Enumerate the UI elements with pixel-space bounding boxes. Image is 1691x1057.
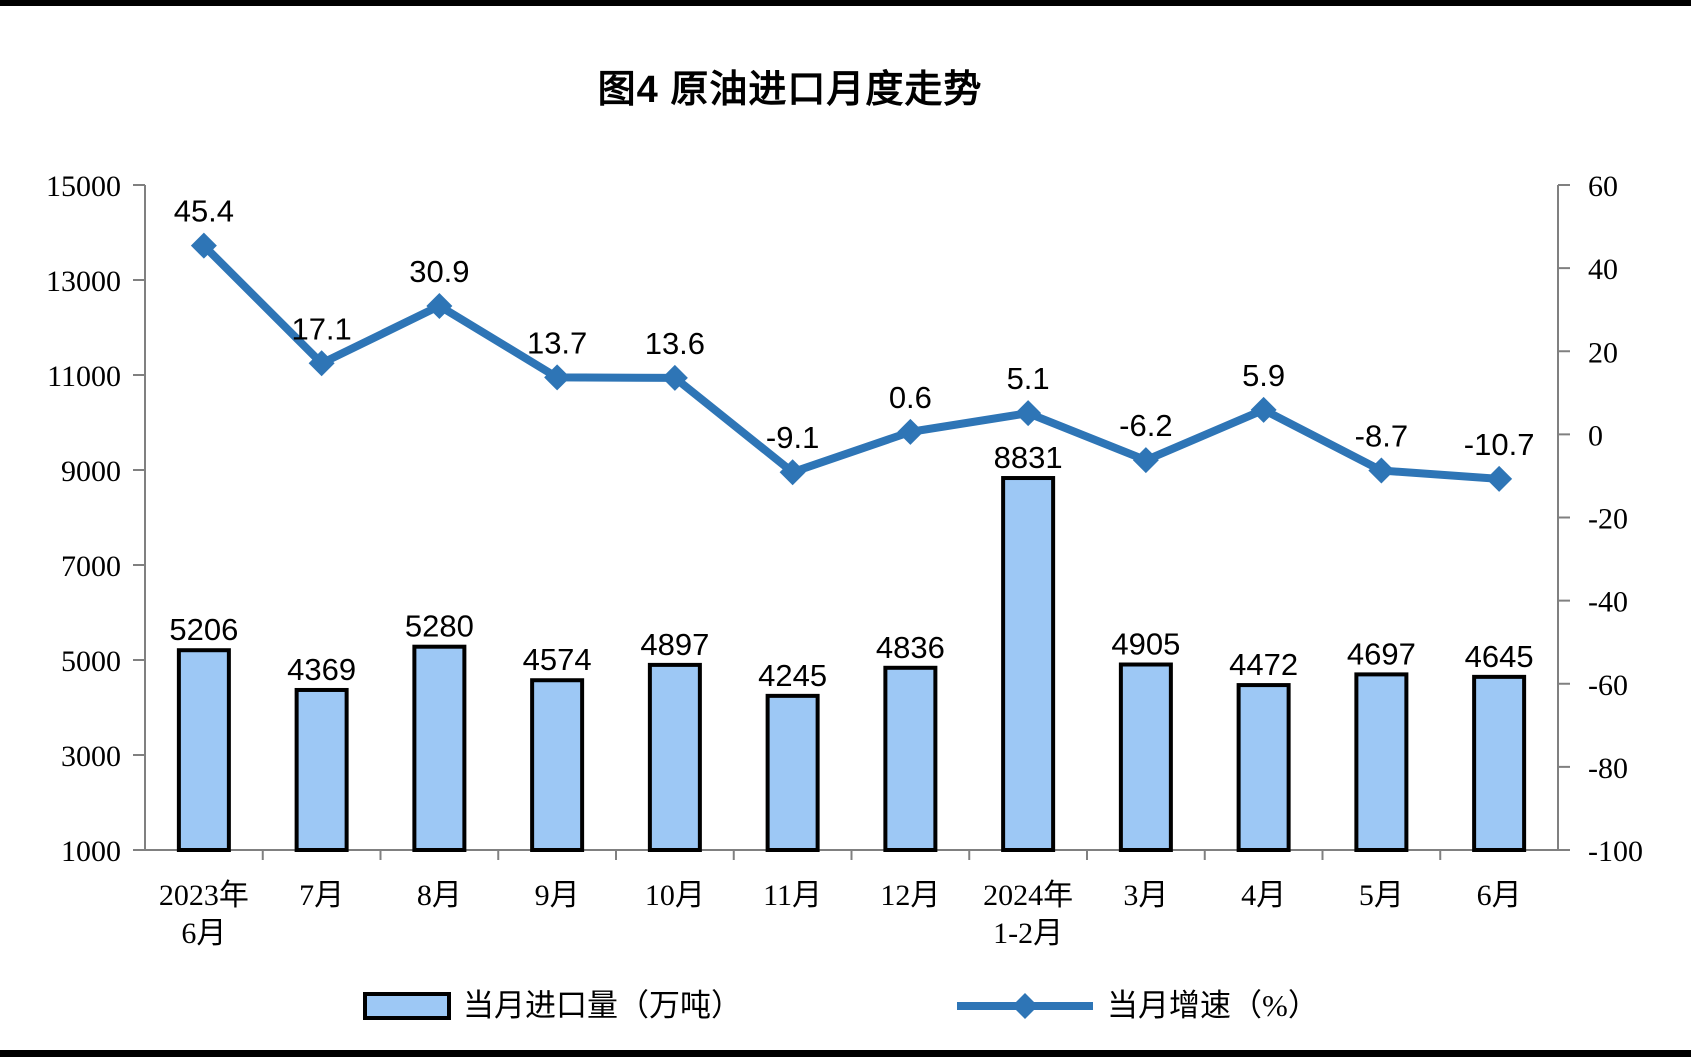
growth-value-label: 17.1 bbox=[291, 311, 351, 346]
import-volume-bar bbox=[647, 662, 702, 853]
import-volume-bar bbox=[765, 693, 820, 852]
bar-value-label: 4472 bbox=[1229, 647, 1298, 682]
chart-title: 图4 原油进口月度走势 bbox=[597, 69, 983, 111]
left-axis-tick-label: 11000 bbox=[47, 360, 121, 393]
right-axis-tick-label: -60 bbox=[1588, 669, 1628, 702]
growth-value-label: 45.4 bbox=[174, 194, 234, 229]
growth-line-marker-icon bbox=[1486, 465, 1513, 492]
import-volume-bar bbox=[1001, 476, 1056, 852]
x-axis-category-label: 6月 bbox=[181, 917, 226, 950]
growth-line-marker-icon bbox=[426, 292, 453, 319]
growth-value-label: -8.7 bbox=[1355, 419, 1408, 454]
import-volume-bar bbox=[883, 665, 938, 852]
x-axis-category-label: 10月 bbox=[645, 879, 705, 912]
right-axis-tick-label: -80 bbox=[1588, 752, 1628, 785]
import-volume-bar bbox=[530, 678, 585, 852]
growth-line-marker-icon bbox=[308, 350, 335, 377]
legend-bar-label: 当月进口量（万吨） bbox=[463, 988, 742, 1023]
bar-value-label: 4245 bbox=[758, 658, 827, 693]
growth-value-label: 13.6 bbox=[645, 326, 705, 361]
x-axis-category-label: 8月 bbox=[417, 879, 462, 912]
x-axis-category-label: 9月 bbox=[535, 879, 580, 912]
bar-value-label: 5280 bbox=[405, 609, 474, 644]
left-axis-tick-label: 5000 bbox=[61, 645, 121, 678]
bar-value-label: 4697 bbox=[1347, 636, 1416, 671]
growth-value-label: 13.7 bbox=[527, 325, 587, 360]
x-axis-category-label: 3月 bbox=[1123, 879, 1168, 912]
bar-value-label: 4645 bbox=[1465, 639, 1534, 674]
growth-value-label: -10.7 bbox=[1464, 427, 1535, 462]
import-volume-bar bbox=[294, 687, 349, 852]
import-volume-bar bbox=[1354, 672, 1409, 853]
left-axis-tick-label: 3000 bbox=[61, 740, 121, 773]
growth-value-label: 30.9 bbox=[409, 254, 469, 289]
bar-value-label: 8831 bbox=[994, 440, 1063, 475]
left-axis-tick-label: 1000 bbox=[61, 835, 121, 868]
legend-bar-swatch-icon bbox=[363, 992, 451, 1020]
legend-line-swatch-icon bbox=[957, 993, 1093, 1019]
growth-line-marker-icon bbox=[779, 459, 806, 486]
bar-value-label: 4897 bbox=[640, 627, 709, 662]
bar-value-label: 4369 bbox=[287, 652, 356, 687]
growth-value-label: -9.1 bbox=[766, 420, 819, 455]
growth-value-label: 5.9 bbox=[1242, 358, 1285, 393]
right-axis-tick-label: 60 bbox=[1588, 170, 1618, 203]
top-border-rule bbox=[0, 0, 1691, 6]
x-axis-category-label: 2024年 bbox=[983, 879, 1073, 912]
growth-value-label: 0.6 bbox=[889, 380, 932, 415]
bar-value-label: 5206 bbox=[169, 612, 238, 647]
import-volume-bar bbox=[1118, 662, 1173, 853]
left-axis-tick-label: 7000 bbox=[61, 550, 121, 583]
bar-value-label: 4574 bbox=[523, 642, 592, 677]
bar-value-label: 4905 bbox=[1111, 627, 1180, 662]
growth-line bbox=[199, 241, 1504, 483]
bar-value-label: 4836 bbox=[876, 630, 945, 665]
growth-line-marker-icon bbox=[897, 418, 924, 445]
x-axis-category-label: 11月 bbox=[763, 879, 822, 912]
right-axis-tick-label: -20 bbox=[1588, 503, 1628, 536]
import-volume-bar bbox=[1236, 683, 1291, 853]
growth-line-marker-icon bbox=[1015, 400, 1042, 427]
import-volume-bar bbox=[1472, 674, 1527, 852]
growth-line-marker-icon bbox=[661, 364, 688, 391]
growth-value-label: 5.1 bbox=[1007, 361, 1050, 396]
right-axis-tick-label: 40 bbox=[1588, 253, 1618, 286]
x-axis-category-label: 7月 bbox=[299, 879, 344, 912]
legend-item-import-volume: 当月进口量（万吨） bbox=[363, 986, 742, 1026]
growth-line-marker-icon bbox=[1368, 457, 1395, 484]
x-axis-category-label: 1-2月 bbox=[993, 917, 1063, 950]
left-axis-tick-label: 13000 bbox=[46, 265, 121, 298]
right-axis-tick-label: 0 bbox=[1588, 419, 1603, 452]
growth-line-marker-icon bbox=[544, 364, 571, 391]
left-axis-tick-label: 15000 bbox=[46, 170, 121, 203]
import-volume-bar bbox=[412, 644, 467, 853]
left-axis-tick-label: 9000 bbox=[61, 455, 121, 488]
legend-item-growth-rate: 当月增速（%） bbox=[955, 986, 1319, 1026]
bottom-border-rule bbox=[0, 1050, 1691, 1057]
legend-line-label: 当月增速（%） bbox=[1107, 988, 1319, 1023]
growth-line-marker-icon bbox=[190, 232, 217, 259]
growth-line-marker-icon bbox=[1250, 396, 1277, 423]
x-axis-category-label: 4月 bbox=[1241, 879, 1286, 912]
growth-line-marker-icon bbox=[1132, 447, 1159, 474]
x-axis-category-label: 6月 bbox=[1477, 879, 1522, 912]
right-axis-tick-label: -100 bbox=[1588, 835, 1643, 868]
x-axis-category-label: 2023年 bbox=[159, 879, 249, 912]
x-axis-category-label: 12月 bbox=[880, 879, 940, 912]
right-axis-tick-label: 20 bbox=[1588, 336, 1618, 369]
import-volume-bar bbox=[176, 648, 231, 853]
growth-value-label: -6.2 bbox=[1119, 408, 1172, 443]
x-axis-category-label: 5月 bbox=[1359, 879, 1404, 912]
right-axis-tick-label: -40 bbox=[1588, 586, 1628, 619]
